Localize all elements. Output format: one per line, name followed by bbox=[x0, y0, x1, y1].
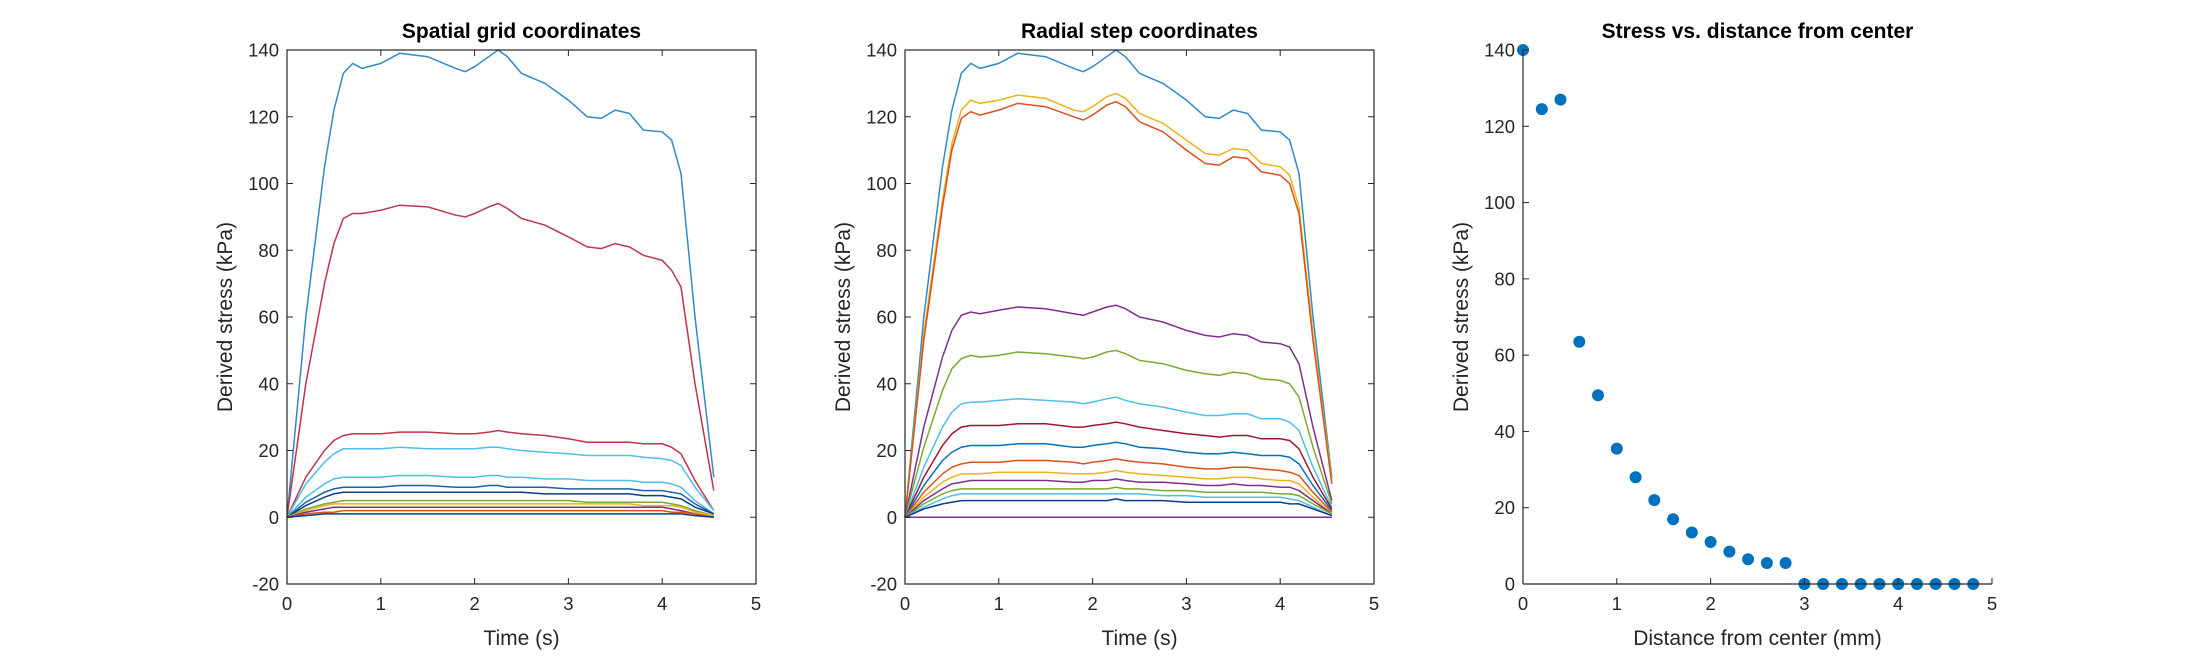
y-tick-label: 0 bbox=[269, 507, 279, 528]
series-line-7 bbox=[286, 491, 715, 518]
y-tick-label: 60 bbox=[258, 307, 279, 328]
y-axis-label: Derived stress (kPa) bbox=[832, 222, 855, 412]
y-tick-label: 100 bbox=[866, 173, 897, 194]
x-tick-label: 0 bbox=[1518, 593, 1528, 614]
y-tick-label: 0 bbox=[1505, 574, 1515, 595]
series-line-5 bbox=[286, 474, 715, 518]
x-axis-label: Distance from center (mm) bbox=[1633, 627, 1882, 650]
y-tick-label: 40 bbox=[876, 373, 897, 394]
y-tick-label: 40 bbox=[1494, 421, 1515, 442]
y-tick-label: 140 bbox=[248, 40, 279, 61]
x-tick-label: 4 bbox=[1275, 593, 1285, 614]
scatter-point-3 bbox=[1554, 93, 1567, 106]
series-line-2 bbox=[904, 92, 1333, 518]
y-tick-label: 80 bbox=[876, 240, 897, 261]
series-line-9 bbox=[286, 503, 714, 519]
chart-title: Stress vs. distance from center bbox=[1602, 20, 1914, 43]
y-axis-label: Derived stress (kPa) bbox=[214, 222, 237, 412]
series-line-6 bbox=[286, 484, 715, 518]
series-line-8 bbox=[286, 499, 714, 518]
y-tick-label: 0 bbox=[887, 507, 897, 528]
y-tick-label: 100 bbox=[1484, 192, 1515, 213]
series-line-3 bbox=[286, 429, 715, 518]
scatter-point-6 bbox=[1610, 442, 1623, 455]
x-tick-label: 0 bbox=[900, 593, 910, 614]
scatter-point-13 bbox=[1742, 553, 1755, 566]
y-tick-label: -20 bbox=[870, 574, 897, 595]
y-tick-label: 80 bbox=[258, 240, 279, 261]
y-tick-label: 140 bbox=[1484, 40, 1515, 61]
x-tick-label: 5 bbox=[1369, 593, 1379, 614]
series-line-7 bbox=[904, 421, 1333, 518]
x-tick-label: 2 bbox=[1087, 593, 1097, 614]
y-tick-label: 120 bbox=[1484, 116, 1515, 137]
scatter-point-9 bbox=[1667, 513, 1680, 526]
series-line-6 bbox=[904, 396, 1333, 518]
x-tick-label: 4 bbox=[657, 593, 667, 614]
series-line-10 bbox=[904, 469, 1333, 518]
scatter-point-15 bbox=[1779, 557, 1792, 569]
y-axis-label: Derived stress (kPa) bbox=[1450, 222, 1473, 412]
y-tick-label: 80 bbox=[1494, 268, 1515, 289]
series-line-11 bbox=[286, 509, 714, 519]
x-tick-label: 3 bbox=[563, 593, 573, 614]
series-line-14 bbox=[904, 498, 1333, 518]
series-line-5 bbox=[904, 349, 1333, 518]
x-tick-label: 3 bbox=[1181, 593, 1191, 614]
series-line-9 bbox=[904, 458, 1333, 518]
scatter-point-10 bbox=[1685, 526, 1698, 539]
y-tick-label: 20 bbox=[258, 440, 279, 461]
chart-title: Spatial grid coordinates bbox=[402, 20, 641, 43]
series-line-8 bbox=[904, 441, 1333, 518]
y-tick-label: 120 bbox=[248, 106, 279, 127]
scatter-point-11 bbox=[1704, 536, 1717, 548]
x-axis-label: Time (s) bbox=[483, 627, 559, 650]
y-tick-label: 60 bbox=[1494, 345, 1515, 366]
series-line-12 bbox=[904, 486, 1333, 518]
scatter-point-12 bbox=[1723, 545, 1736, 558]
scatter-point-8 bbox=[1648, 494, 1661, 507]
y-tick-label: -20 bbox=[252, 574, 279, 595]
series-line-4 bbox=[286, 446, 715, 518]
x-tick-label: 3 bbox=[1799, 593, 1809, 614]
scatter-point-2 bbox=[1535, 103, 1548, 116]
y-tick-label: 20 bbox=[876, 440, 897, 461]
scatter-point-14 bbox=[1760, 557, 1773, 569]
scatter-point-4 bbox=[1573, 335, 1586, 348]
x-tick-label: 4 bbox=[1893, 593, 1903, 614]
scatter-point-7 bbox=[1629, 471, 1642, 484]
x-tick-label: 1 bbox=[994, 593, 1004, 614]
y-tick-label: 60 bbox=[876, 307, 897, 328]
x-tick-label: 5 bbox=[1987, 593, 1997, 614]
series-line-2 bbox=[286, 202, 715, 518]
y-tick-label: 40 bbox=[258, 373, 279, 394]
x-tick-label: 5 bbox=[751, 593, 761, 614]
x-tick-label: 2 bbox=[1705, 593, 1715, 614]
y-tick-label: 20 bbox=[1494, 497, 1515, 518]
x-axis-label: Time (s) bbox=[1101, 627, 1177, 650]
x-tick-label: 2 bbox=[469, 593, 479, 614]
chart-title: Radial step coordinates bbox=[1021, 20, 1258, 43]
scatter-point-5 bbox=[1592, 389, 1604, 402]
y-tick-label: 100 bbox=[248, 173, 279, 194]
chart-panel-3: 0 1 2 3 4 5 0 20 40 60 80 100 120 140 Stress vs. dista… bbox=[1450, 20, 1997, 650]
series-line-4 bbox=[904, 304, 1333, 518]
y-tick-label: 140 bbox=[866, 40, 897, 61]
x-tick-label: 1 bbox=[1612, 593, 1622, 614]
series-line-11 bbox=[904, 478, 1333, 518]
series-line-13 bbox=[904, 493, 1333, 518]
series-line-10 bbox=[286, 506, 714, 519]
x-tick-label: 1 bbox=[376, 593, 386, 614]
series-line-12 bbox=[286, 513, 714, 519]
x-tick-label: 0 bbox=[282, 593, 292, 614]
y-tick-label: 120 bbox=[866, 106, 897, 127]
series-line-3 bbox=[904, 100, 1333, 518]
